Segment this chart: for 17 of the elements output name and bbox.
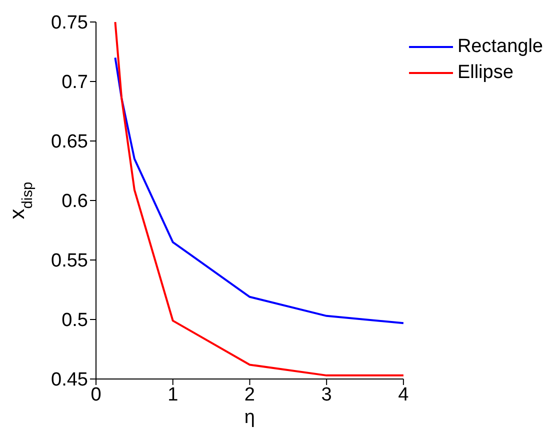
- x-axis-title: η: [244, 407, 256, 428]
- x-tick-label: 0: [90, 384, 102, 406]
- y-tick-label: 0.75: [51, 12, 88, 34]
- y-tick-label: 0.6: [62, 191, 88, 212]
- y-tick-label: 0.45: [51, 370, 88, 391]
- x-tick-label: 4: [398, 384, 410, 406]
- y-tick-label: 0.7: [62, 72, 88, 94]
- line-series: [114, 56, 404, 324]
- line-series: [114, 22, 404, 376]
- x-tick-label: 2: [244, 384, 256, 406]
- y-tick-label: 0.55: [51, 250, 88, 272]
- legend-label: Ellipse: [457, 62, 514, 84]
- x-tick-label: 1: [168, 384, 178, 406]
- y-tick-label: 0.5: [62, 310, 88, 332]
- y-tick-label: 0.65: [51, 132, 88, 153]
- x-tick-label: 3: [321, 384, 332, 406]
- legend-label: Rectangle: [457, 36, 543, 58]
